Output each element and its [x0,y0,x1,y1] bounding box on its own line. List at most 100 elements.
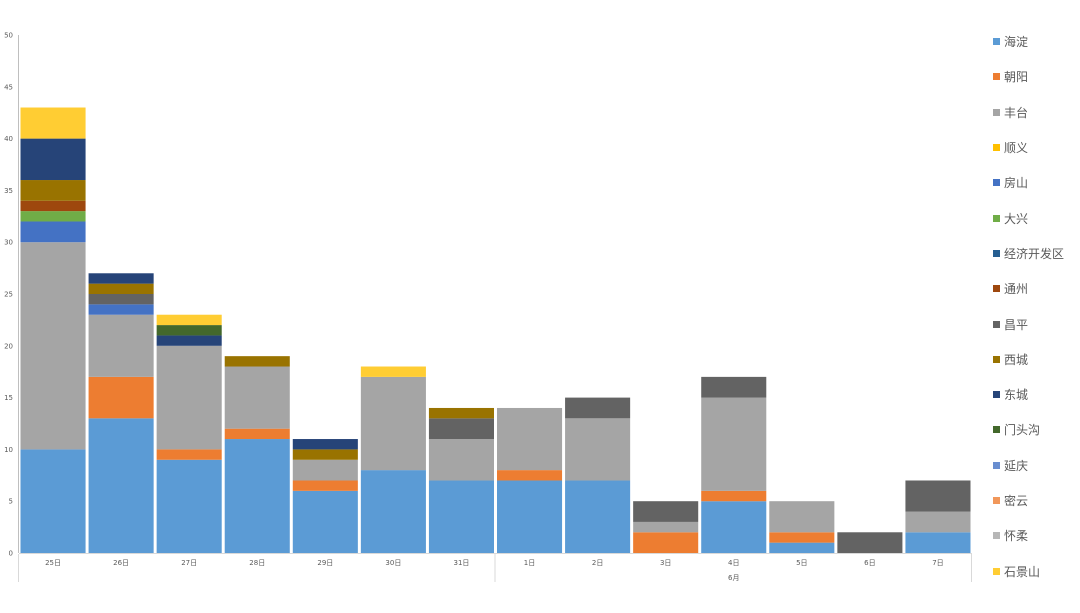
bars [20,107,971,553]
legend: 海淀 朝阳 丰台 顺义 房山 大兴 经济开发区 通州 昌平 西城 东城 门头沟 延庆 密云 怀柔 石景山 [993,24,1079,589]
legend-swatch [993,144,1000,152]
legend-item: 房山 [993,165,1079,200]
bar-segment [88,376,154,419]
bar-segment [701,397,767,491]
legend-item: 海淀 [993,24,1079,59]
bar-segment [565,480,631,553]
legend-swatch [993,532,1000,540]
legend-swatch [993,73,1000,81]
legend-label: 西城 [1004,352,1029,367]
bar-segment [905,480,971,512]
legend-label: 顺义 [1004,141,1029,156]
bar-segment [769,532,835,543]
bar-segment [497,480,563,553]
legend-swatch [993,108,1000,116]
bar-segment [360,470,426,553]
legend-item: 顺义 [993,130,1079,165]
bar-segment [633,501,699,522]
x-tick-label: 25日 [45,559,61,567]
bar-segment [156,314,222,326]
bar-segment [701,501,767,553]
legend-swatch [993,461,1000,469]
legend-label: 延庆 [1004,458,1029,473]
bar-segment [20,180,86,201]
bar-segment [292,459,358,481]
y-tick-label: 10 [4,446,13,454]
bar-segment [224,356,290,367]
bar-segment [156,325,222,336]
bar-segment [88,418,154,553]
bar-segment [156,459,222,553]
x-tick-label: 26日 [113,559,129,567]
legend-label: 大兴 [1004,211,1029,226]
bar-segment [428,439,494,481]
x-tick-label: 3日 [660,559,671,567]
legend-label: 朝阳 [1004,70,1029,85]
bar-segment [565,397,631,419]
bar-segment [88,273,154,284]
legend-label: 门头沟 [1004,423,1041,438]
legend-swatch [993,249,1000,257]
legend-swatch [993,426,1000,434]
legend-item: 经济开发区 [993,236,1079,271]
bar-segment [837,532,903,553]
legend-item: 门头沟 [993,412,1079,447]
y-tick-label: 20 [4,342,13,350]
x-tick-label: 1日 [524,559,535,567]
legend-swatch [993,214,1000,222]
bar-segment [20,242,86,450]
legend-swatch [993,567,1000,575]
x-tick-label: 27日 [181,559,197,567]
legend-item: 石景山 [993,553,1079,588]
bar-segment [633,532,699,553]
bar-segment [905,532,971,553]
legend-item: 西城 [993,342,1079,377]
x-tick-label: 7日 [932,559,943,567]
bar-segment [20,449,86,553]
legend-swatch [993,285,1000,293]
bar-segment [428,407,494,419]
legend-label: 昌平 [1004,317,1029,332]
bar-segment [224,428,290,440]
y-tick-label: 50 [4,32,13,40]
bar-segment [88,283,154,294]
y-tick-label: 40 [4,135,13,143]
y-tick-label: 0 [9,550,13,558]
bar-segment [20,138,86,181]
bar-segment [428,418,494,440]
x-tick-label: 6日 [864,559,875,567]
legend-label: 海淀 [1004,35,1029,50]
x-tick-label: 29日 [317,559,333,567]
legend-label: 房山 [1004,176,1029,191]
bar-segment [292,490,358,553]
legend-item: 丰台 [993,95,1079,130]
x-tick-label: 2日 [592,559,603,567]
bar-segment [701,490,767,502]
bar-segment [497,407,563,471]
bar-segment [701,376,767,398]
legend-swatch [993,391,1000,399]
x-tick-label: 5日 [796,559,807,567]
bar-segment [20,221,86,243]
legend-swatch [993,355,1000,363]
legend-label: 东城 [1004,388,1029,403]
bar-segment [633,521,699,533]
y-tick-label: 5 [9,498,13,506]
x-group-label: 6月 [728,574,739,582]
bar-segment [224,366,290,429]
bar-segment [360,376,426,471]
bar-segment [565,418,631,481]
x-tick-label: 31日 [454,559,470,567]
x-tick-label: 4日 [728,559,739,567]
legend-label: 密云 [1004,494,1029,508]
legend-label: 通州 [1004,282,1029,297]
y-tick-label: 35 [4,187,13,195]
legend-item: 朝阳 [993,59,1079,94]
bar-segment [292,449,358,460]
bar-segment [769,501,835,533]
bar-segment [292,439,358,450]
bar-segment [769,542,835,553]
axes [18,35,972,582]
legend-label: 丰台 [1004,105,1029,120]
